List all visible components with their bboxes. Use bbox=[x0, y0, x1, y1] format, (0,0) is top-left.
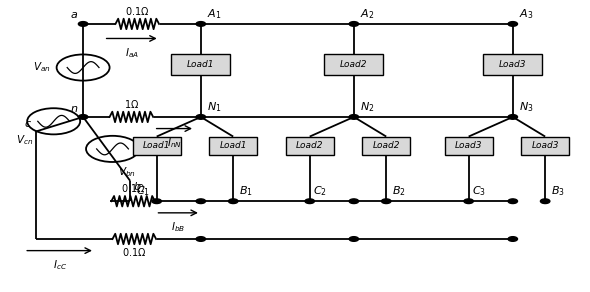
Circle shape bbox=[196, 199, 205, 204]
Text: $\mathit{C}_3$: $\mathit{C}_3$ bbox=[471, 185, 486, 198]
Text: $\mathit{N}_3$: $\mathit{N}_3$ bbox=[519, 100, 533, 114]
Text: 0.1$\Omega$: 0.1$\Omega$ bbox=[121, 182, 145, 194]
Bar bbox=[362, 137, 411, 155]
Circle shape bbox=[196, 115, 205, 119]
Text: Load2: Load2 bbox=[372, 142, 400, 150]
Text: $\mathit{I}_{nN}$: $\mathit{I}_{nN}$ bbox=[167, 136, 182, 150]
Text: Load2: Load2 bbox=[340, 60, 368, 69]
Circle shape bbox=[382, 199, 391, 204]
Circle shape bbox=[349, 237, 359, 241]
Circle shape bbox=[349, 22, 359, 26]
Bar bbox=[209, 137, 257, 155]
Text: n: n bbox=[70, 104, 77, 114]
Text: $\mathit{N}_1$: $\mathit{N}_1$ bbox=[206, 100, 221, 114]
Text: $\mathit{I}_{aA}$: $\mathit{I}_{aA}$ bbox=[124, 46, 139, 60]
Circle shape bbox=[196, 22, 205, 26]
Circle shape bbox=[78, 115, 88, 119]
Text: $\mathit{I}_{cC}$: $\mathit{I}_{cC}$ bbox=[53, 258, 67, 272]
Text: Load2: Load2 bbox=[296, 142, 323, 150]
Circle shape bbox=[349, 199, 359, 204]
Bar bbox=[324, 54, 384, 75]
Text: Load1: Load1 bbox=[187, 60, 215, 69]
Text: c: c bbox=[24, 119, 30, 128]
Circle shape bbox=[152, 199, 162, 204]
Bar bbox=[483, 54, 542, 75]
Bar bbox=[521, 137, 569, 155]
Circle shape bbox=[508, 22, 517, 26]
Text: $\mathit{C}_1$: $\mathit{C}_1$ bbox=[136, 185, 150, 198]
Text: $\mathit{B}_3$: $\mathit{B}_3$ bbox=[551, 185, 565, 198]
Circle shape bbox=[305, 199, 314, 204]
Circle shape bbox=[540, 199, 550, 204]
Text: Load3: Load3 bbox=[455, 142, 483, 150]
Circle shape bbox=[78, 22, 88, 26]
Text: $\mathit{V}_{an}$: $\mathit{V}_{an}$ bbox=[33, 61, 51, 74]
Text: 0.1$\Omega$: 0.1$\Omega$ bbox=[122, 246, 146, 258]
Text: Load1: Load1 bbox=[219, 142, 247, 150]
Circle shape bbox=[508, 199, 517, 204]
Bar bbox=[171, 54, 230, 75]
Circle shape bbox=[228, 199, 238, 204]
Text: $\mathit{B}_1$: $\mathit{B}_1$ bbox=[239, 185, 253, 198]
Text: a: a bbox=[70, 10, 77, 20]
Text: $\mathit{A}_2$: $\mathit{A}_2$ bbox=[360, 7, 374, 21]
Text: Load1: Load1 bbox=[143, 142, 171, 150]
Circle shape bbox=[464, 199, 473, 204]
Circle shape bbox=[349, 115, 359, 119]
Text: 0.1$\Omega$: 0.1$\Omega$ bbox=[125, 5, 149, 17]
Text: $\mathit{B}_2$: $\mathit{B}_2$ bbox=[392, 185, 406, 198]
Text: $\mathit{A}_3$: $\mathit{A}_3$ bbox=[519, 7, 533, 21]
Text: Load3: Load3 bbox=[532, 142, 559, 150]
Circle shape bbox=[508, 237, 517, 241]
Text: $\mathit{A}_1$: $\mathit{A}_1$ bbox=[206, 7, 221, 21]
Text: $\mathit{C}_2$: $\mathit{C}_2$ bbox=[313, 185, 327, 198]
Bar bbox=[286, 137, 334, 155]
Text: $\mathit{V}_{bn}$: $\mathit{V}_{bn}$ bbox=[119, 165, 136, 179]
Bar bbox=[444, 137, 493, 155]
Circle shape bbox=[508, 115, 517, 119]
Text: b: b bbox=[133, 182, 140, 192]
Text: 1$\Omega$: 1$\Omega$ bbox=[124, 98, 139, 110]
Text: $\mathit{N}_2$: $\mathit{N}_2$ bbox=[360, 100, 374, 114]
Text: $\mathit{V}_{cn}$: $\mathit{V}_{cn}$ bbox=[16, 133, 33, 147]
Circle shape bbox=[196, 237, 205, 241]
Text: Load3: Load3 bbox=[499, 60, 526, 69]
Text: $\mathit{I}_{bB}$: $\mathit{I}_{bB}$ bbox=[171, 220, 185, 234]
Bar bbox=[133, 137, 181, 155]
